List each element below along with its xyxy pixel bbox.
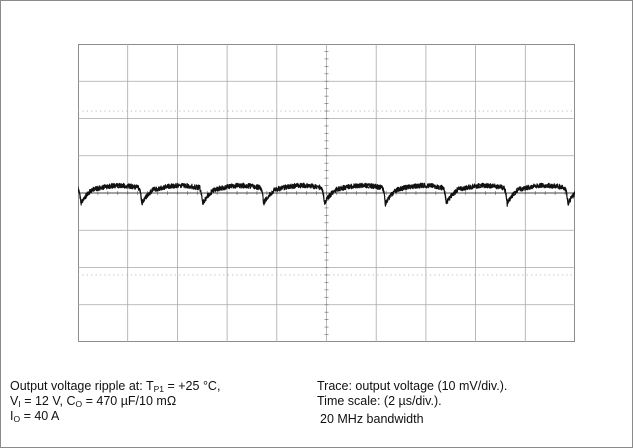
ripple-trace-band [78, 182, 575, 206]
caption-line-conditions-2: VI = 12 V, CO = 470 µF/10 mΩ [10, 394, 177, 409]
caption-line-conditions-3: IO = 40 A [10, 409, 60, 424]
oscilloscope-chart: 1 [78, 44, 575, 342]
caption-bandwidth: 20 MHz bandwidth [320, 412, 424, 426]
caption-trace-info: Trace: output voltage (10 mV/div.). Time… [317, 379, 507, 427]
caption-conditions: Output voltage ripple at: TP1 = +25 °C, … [10, 379, 220, 424]
oscilloscope-plot: 1 [78, 44, 575, 342]
trace-layer [78, 182, 575, 207]
caption-line-conditions-1: Output voltage ripple at: TP1 = +25 °C, [10, 379, 221, 394]
caption-trace: Trace: output voltage (10 mV/div.). [317, 379, 508, 393]
caption-time-scale: Time scale: (2 µs/div.). [317, 394, 442, 408]
channel-marker: 1 [78, 186, 81, 190]
